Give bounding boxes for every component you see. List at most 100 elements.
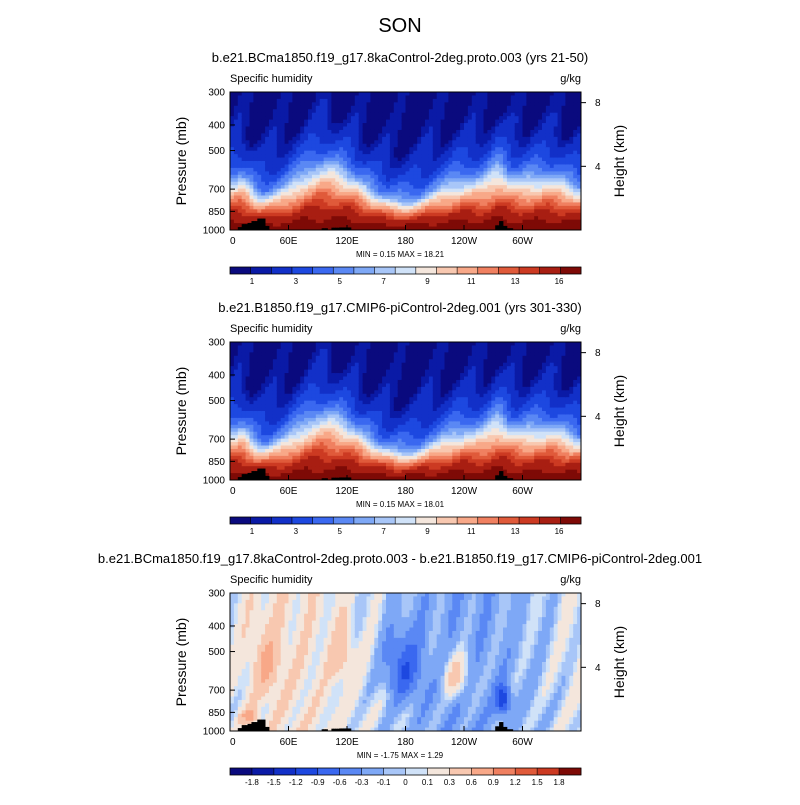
field-cell [562, 133, 566, 137]
field-cell [289, 140, 293, 144]
field-cell [308, 387, 312, 391]
field-cell [554, 133, 558, 137]
field-cell [468, 213, 472, 217]
field-cell [230, 345, 234, 349]
field-cell [484, 133, 488, 137]
field-cell [363, 102, 367, 106]
field-cell [281, 123, 285, 127]
field-cell [308, 414, 312, 418]
field-cell [242, 356, 246, 360]
field-cell [550, 116, 554, 120]
field-cell [308, 359, 312, 363]
field-cell [382, 99, 386, 103]
field-cell [464, 202, 468, 206]
field-cell [269, 220, 273, 224]
field-cell [398, 123, 402, 127]
field-cell [515, 130, 519, 134]
field-cell [242, 352, 246, 356]
field-cell [398, 168, 402, 172]
field-cell [324, 123, 328, 127]
field-cell [526, 106, 530, 110]
field-cell [530, 144, 534, 148]
field-cell [441, 182, 445, 186]
field-cell [304, 99, 308, 103]
field-cell [300, 92, 304, 96]
field-cell [554, 144, 558, 148]
field-cell [292, 196, 296, 200]
field-cell [495, 189, 499, 193]
field-cell [328, 383, 332, 387]
field-cell [324, 106, 328, 110]
field-cell [452, 196, 456, 200]
field-cell [491, 137, 495, 141]
field-cell [425, 137, 429, 141]
field-cell [312, 116, 316, 120]
field-cell [495, 216, 499, 220]
field-cell [394, 102, 398, 106]
field-cell [409, 192, 413, 196]
field-cell [487, 116, 491, 120]
field-cell [292, 106, 296, 110]
field-cell [406, 220, 410, 224]
field-cell [253, 92, 257, 96]
field-cell [296, 404, 300, 408]
field-cell [292, 161, 296, 165]
field-cell [300, 140, 304, 144]
field-cell [339, 164, 343, 168]
field-cell [374, 102, 378, 106]
field-cell [238, 366, 242, 370]
field-cell [273, 408, 277, 412]
field-cell [339, 380, 343, 384]
field-cell [456, 102, 460, 106]
field-cell [304, 175, 308, 179]
field-cell [511, 106, 515, 110]
field-cell [355, 92, 359, 96]
field-cell [257, 432, 261, 436]
field-cell [238, 408, 242, 412]
field-cell [257, 442, 261, 446]
field-cell [546, 182, 550, 186]
field-cell [491, 164, 495, 168]
field-cell [238, 356, 242, 360]
colorbar-swatch [271, 267, 292, 274]
field-cell [253, 140, 257, 144]
field-cell [335, 113, 339, 117]
field-cell [367, 123, 371, 127]
field-cell [308, 397, 312, 401]
field-cell [546, 116, 550, 120]
field-cell [285, 130, 289, 134]
field-cell [261, 123, 265, 127]
field-cell [394, 127, 398, 131]
field-cell [495, 120, 499, 124]
field-cell [538, 154, 542, 158]
field-cell [285, 394, 289, 398]
field-cell [277, 373, 281, 377]
field-cell [265, 470, 269, 474]
field-cell [378, 99, 382, 103]
field-cell [289, 463, 293, 467]
field-cell [246, 466, 250, 470]
field-cell [328, 366, 332, 370]
field-cell [273, 435, 277, 439]
field-cell [312, 473, 316, 477]
field-cell [242, 185, 246, 189]
field-cell [234, 171, 238, 175]
field-cell [316, 202, 320, 206]
field-cell [281, 428, 285, 432]
field-cell [347, 425, 351, 429]
field-cell [476, 171, 480, 175]
field-cell [328, 425, 332, 429]
field-cell [250, 446, 254, 450]
field-cell [250, 466, 254, 470]
field-cell [261, 383, 265, 387]
field-cell [238, 397, 242, 401]
field-cell [257, 452, 261, 456]
field-cell [277, 397, 281, 401]
field-cell [542, 164, 546, 168]
field-cell [351, 449, 355, 453]
field-cell [526, 161, 530, 165]
field-cell [534, 202, 538, 206]
field-cell [269, 127, 273, 131]
field-cell [402, 216, 406, 220]
field-cell [285, 182, 289, 186]
